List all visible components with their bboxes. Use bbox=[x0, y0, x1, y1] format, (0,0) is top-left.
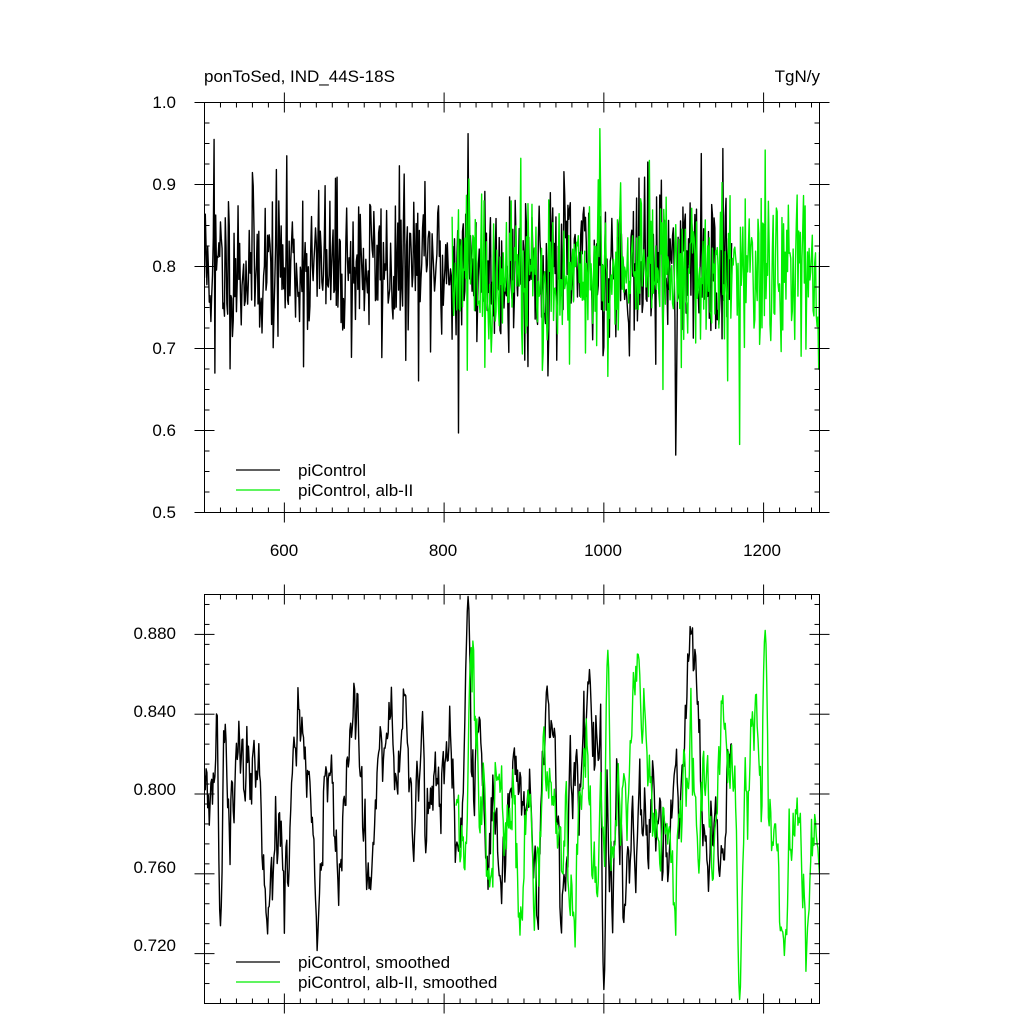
top-legend-label: piControl bbox=[298, 461, 366, 480]
top-ytick-label: 0.8 bbox=[152, 257, 176, 276]
top-legend-label: piControl, alb-II bbox=[298, 481, 413, 500]
top-ticks bbox=[194, 92, 830, 523]
bottom-series-group bbox=[204, 595, 820, 1001]
top-ytick-label: 1.0 bbox=[152, 93, 176, 112]
series-line-picontrol-alb-ii-smoothed bbox=[455, 629, 820, 1001]
bottom-panel: 0.720 0.760 0.800 0.840 0.880 piControl,… bbox=[133, 584, 830, 1014]
bottom-legend-label: piControl, smoothed bbox=[298, 953, 450, 972]
top-panel-title: ponToSed, IND_44S-18S bbox=[204, 67, 395, 86]
top-xtick-label: 1000 bbox=[584, 541, 622, 560]
top-series-group bbox=[204, 128, 820, 456]
top-ytick-label: 0.5 bbox=[152, 503, 176, 522]
bottom-ytick-label: 0.720 bbox=[133, 936, 176, 955]
top-xtick-label: 800 bbox=[429, 541, 457, 560]
bottom-ticks bbox=[194, 584, 830, 1014]
top-ytick-label: 0.6 bbox=[152, 421, 176, 440]
bottom-ytick-label: 0.840 bbox=[133, 702, 176, 721]
bottom-plot-frame bbox=[204, 594, 820, 1004]
bottom-ytick-label: 0.760 bbox=[133, 858, 176, 877]
bottom-ytick-label: 0.800 bbox=[133, 780, 176, 799]
top-panel: ponToSed, IND_44S-18S TgN/y 0.5 0.6 0.7 … bbox=[152, 67, 830, 560]
top-panel-units: TgN/y bbox=[775, 67, 821, 86]
top-xtick-label: 600 bbox=[270, 541, 298, 560]
bottom-ytick-label: 0.880 bbox=[133, 624, 176, 643]
bottom-legend-label: piControl, alb-II, smoothed bbox=[298, 973, 497, 992]
series-line-picontrol-smoothed bbox=[204, 595, 733, 991]
top-xtick-label: 1200 bbox=[743, 541, 781, 560]
top-ytick-label: 0.9 bbox=[152, 175, 176, 194]
series-line-picontrol-alb-ii bbox=[451, 128, 820, 446]
series-line-picontrol bbox=[204, 132, 733, 456]
top-ytick-label: 0.7 bbox=[152, 339, 176, 358]
